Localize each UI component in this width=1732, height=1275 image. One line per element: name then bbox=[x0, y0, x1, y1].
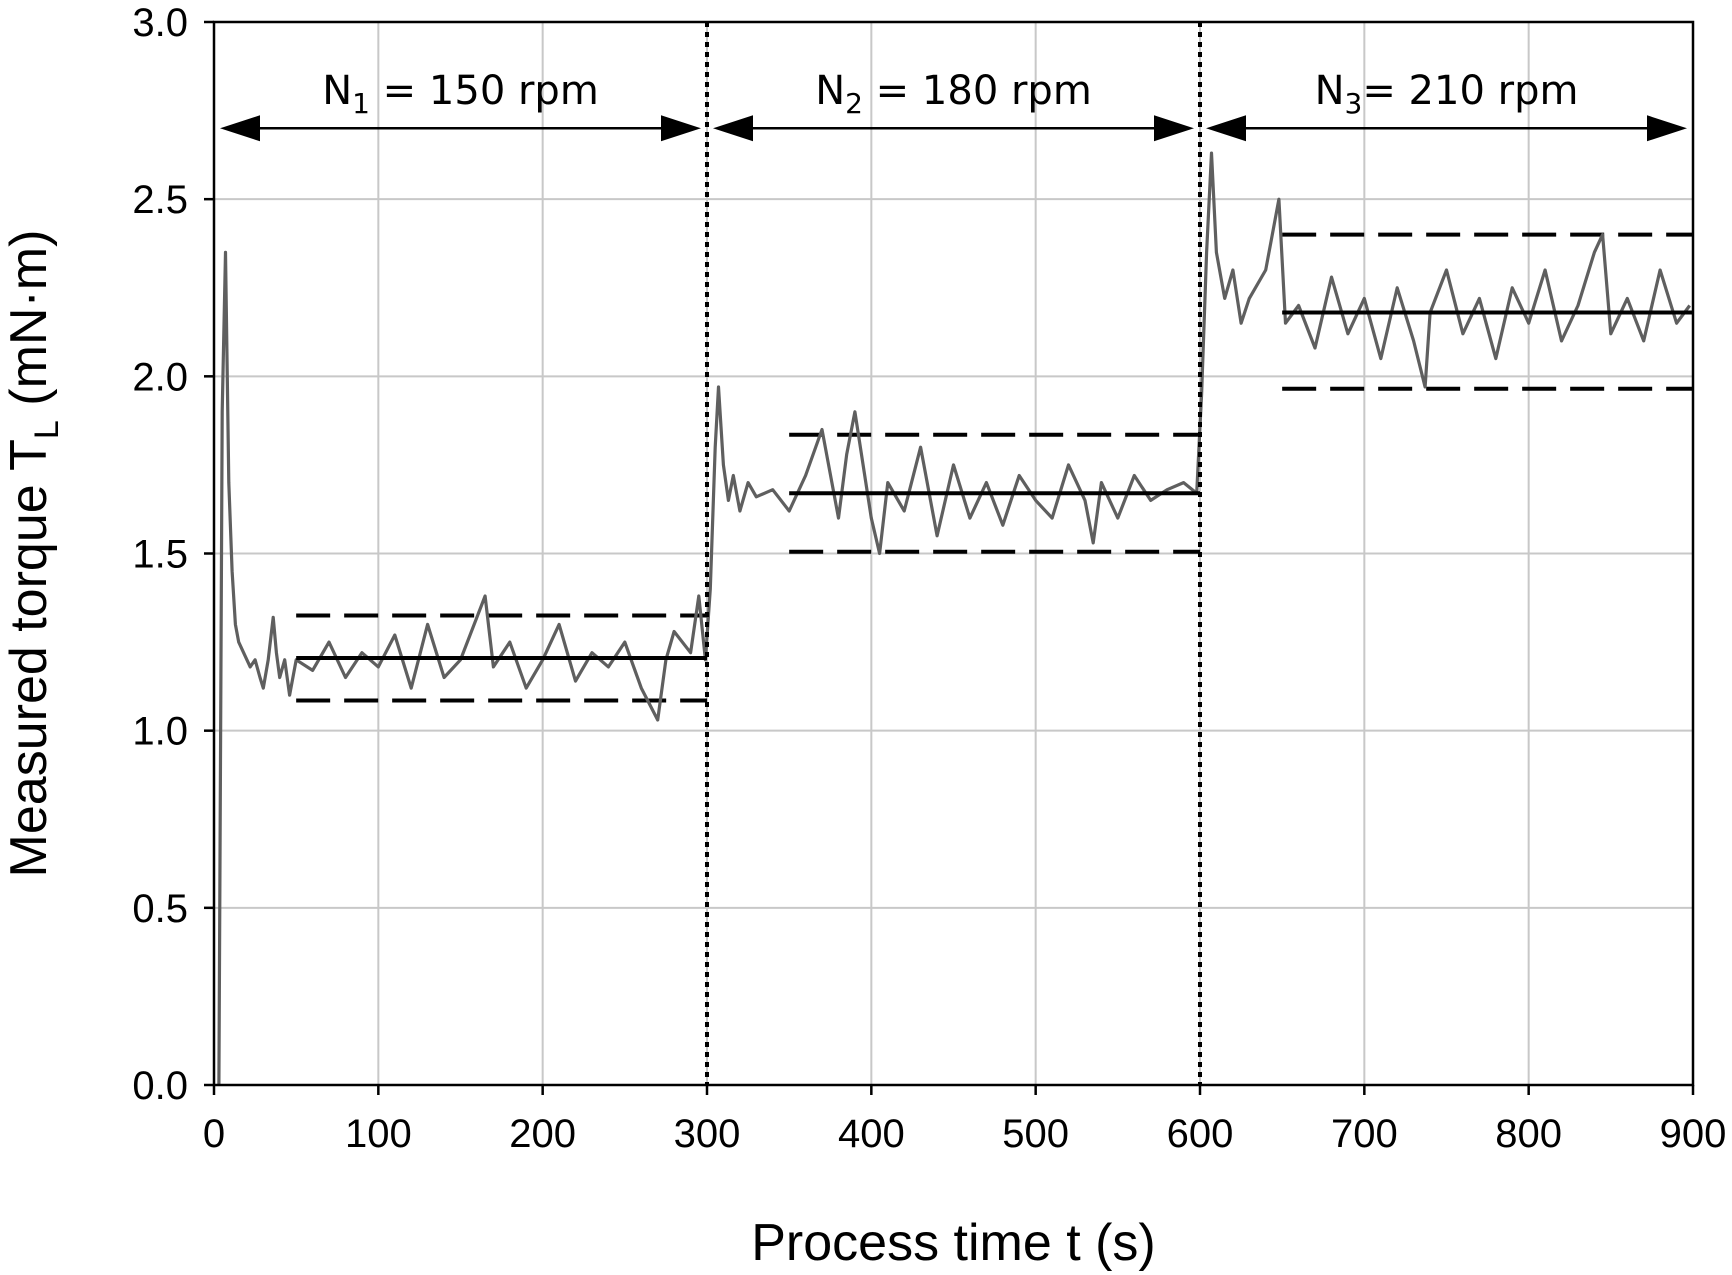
torque-series bbox=[217, 151, 1691, 1086]
mean-lines bbox=[296, 310, 1693, 661]
region-label-value: = 150 rpm bbox=[370, 68, 599, 114]
region-label-symbol: N bbox=[815, 68, 845, 114]
x-tick-label: 100 bbox=[345, 1112, 412, 1156]
x-tick-label: 400 bbox=[838, 1112, 905, 1156]
arrow-head-right bbox=[1647, 115, 1687, 142]
y-tick-label: 2.0 bbox=[132, 355, 188, 399]
arrow-head-right bbox=[1154, 115, 1194, 142]
y-axis-title: Measured torque TL (mN·m) bbox=[0, 230, 66, 878]
y-tick-label: 2.5 bbox=[132, 178, 188, 222]
arrow-head-left bbox=[713, 115, 753, 142]
y-tick-label: 1.5 bbox=[132, 533, 188, 577]
x-tick-label: 700 bbox=[1331, 1112, 1398, 1156]
region-label-subscript: 3 bbox=[1345, 87, 1363, 120]
x-tick-label: 800 bbox=[1495, 1112, 1562, 1156]
arrow-head-left bbox=[220, 115, 260, 142]
region-label: N3= 210 rpm bbox=[1315, 68, 1579, 120]
bound-lines bbox=[296, 232, 1693, 703]
region-label: N2 = 180 rpm bbox=[815, 68, 1092, 120]
region-label-value: = 180 rpm bbox=[863, 68, 1092, 114]
y-tick-label: 0.5 bbox=[132, 887, 188, 931]
y-tick-label: 1.0 bbox=[132, 710, 188, 754]
x-tick-label: 0 bbox=[203, 1112, 225, 1156]
x-tick-label: 600 bbox=[1167, 1112, 1234, 1156]
y-tick-label: 3.0 bbox=[132, 1, 188, 45]
region-label-symbol: N bbox=[322, 68, 352, 114]
x-tick-label: 200 bbox=[509, 1112, 576, 1156]
y-axis-title-main: Measured torque T bbox=[0, 439, 58, 877]
torque-line bbox=[217, 151, 1691, 1086]
region-label-value: = 210 rpm bbox=[1362, 68, 1578, 114]
axis-ticks: 0 100 200 300 400 500 600 700 800 900 0.0 0.5 1.0 1.5… bbox=[132, 1, 1726, 1156]
y-axis-title-subscript: L bbox=[28, 420, 66, 439]
x-tick-label: 300 bbox=[674, 1112, 741, 1156]
region-label-subscript: 1 bbox=[352, 87, 370, 120]
arrow-head-left bbox=[1206, 115, 1246, 142]
axis-titles: Process time t (s) Measured torque TL (mN… bbox=[0, 230, 1156, 1272]
arrow-head-right bbox=[661, 115, 701, 142]
x-tick-label: 500 bbox=[1002, 1112, 1069, 1156]
x-axis-title: Process time t (s) bbox=[751, 1214, 1156, 1272]
speed-boundaries bbox=[705, 22, 1202, 1085]
y-axis-title-unit: (mN·m) bbox=[0, 230, 58, 421]
y-tick-label: 0.0 bbox=[132, 1064, 188, 1108]
x-tick-label: 900 bbox=[1660, 1112, 1727, 1156]
region-label-subscript: 2 bbox=[845, 87, 863, 120]
region-arrows: N1 = 150 rpm N2 = 180 rpm N3= 210 rpm bbox=[220, 68, 1687, 142]
region-label-symbol: N bbox=[1315, 68, 1345, 114]
region-label: N1 = 150 rpm bbox=[322, 68, 599, 120]
